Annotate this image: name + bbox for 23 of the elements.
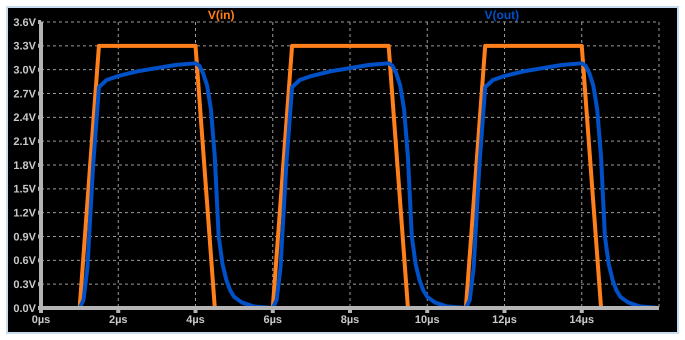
y-tick-label: 1.8V	[13, 160, 37, 172]
x-tick-label: 2µs	[108, 314, 128, 326]
x-tick-label: 0µs	[32, 314, 50, 326]
y-tick-label: 0.0V	[13, 302, 37, 315]
text: V(in)	[208, 8, 234, 22]
y-tick-label: 0.3V	[13, 279, 37, 292]
x-tick-label: 4µs	[186, 314, 205, 326]
y-tick-label: 2.7V	[13, 88, 37, 100]
y-tick-label: 1.5V	[13, 184, 37, 196]
x-tick-label: 12µs	[492, 314, 517, 326]
y-tick-label: 0.9V	[13, 231, 37, 244]
y-tick-label: 1.2V	[13, 208, 37, 220]
x-tick-label: 14µs	[569, 314, 594, 326]
x-tick-label: 10µs	[414, 314, 440, 326]
y-tick-label: 2.4V	[13, 112, 37, 124]
text: V(out)	[484, 8, 520, 22]
x-tick-label: 6µs	[263, 314, 282, 326]
y-tick-label: 2.1V	[13, 136, 37, 148]
y-tick-label: 3.6V	[13, 16, 37, 29]
y-tick-label: 0.6V	[13, 255, 37, 268]
y-tick-label: 3.0V	[13, 64, 37, 77]
x-tick-label: 8µs	[340, 314, 360, 326]
y-tick-label: 3.3V	[13, 40, 37, 53]
